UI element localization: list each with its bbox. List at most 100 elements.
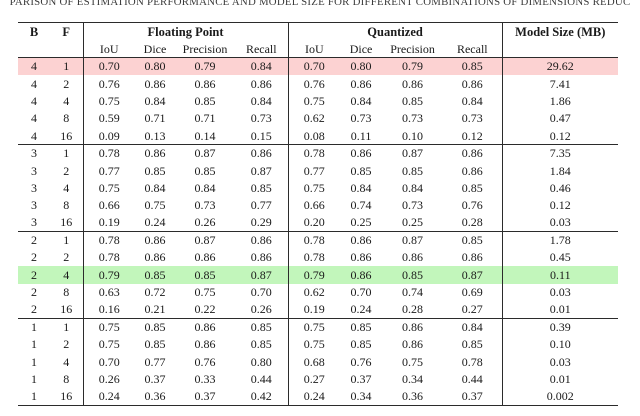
table-cell: 0.63 xyxy=(98,285,120,300)
col-header-f: F xyxy=(50,22,84,58)
table-cell: 8 xyxy=(50,283,84,301)
table-cell: 1 xyxy=(31,389,37,404)
table-cell: 0.84 xyxy=(402,180,424,195)
table-cell: 0.73 xyxy=(350,111,372,126)
col-header-model-size: Model Size (MB) xyxy=(502,22,619,58)
table-cell: 0.86 xyxy=(135,143,175,162)
table-cell: 0.70 xyxy=(235,283,289,301)
table-cell: 0.78 xyxy=(83,230,135,249)
table-row: 4 1 0.70 0.80 0.79 0.84 0.70 0.80 0.79 0.85 29.62 xyxy=(18,57,619,75)
table-row: 3 1 0.78 0.86 0.87 0.86 0.78 0.86 0.87 0.86 7.35 xyxy=(18,143,619,162)
table-cell: 0.70 xyxy=(98,354,120,369)
table-cell: 0.26 xyxy=(194,215,216,230)
table-cell: 0.75 xyxy=(83,317,135,336)
table-cell: 0.75 xyxy=(303,337,325,352)
table-cell: 0.68 xyxy=(303,354,325,369)
table-cell: 0.76 xyxy=(194,354,216,369)
table-cell: 0.75 xyxy=(98,93,120,108)
table-cell: 0.86 xyxy=(144,76,166,91)
table-cell: 0.85 xyxy=(144,337,166,352)
table-cell: 0.84 xyxy=(235,92,289,110)
table-cell: 0.28 xyxy=(402,302,424,317)
table-cell: 0.62 xyxy=(303,285,325,300)
table-cell: 2 xyxy=(31,250,37,265)
table-cell: 0.84 xyxy=(235,57,289,75)
table-row: 4 8 0.59 0.71 0.71 0.73 0.62 0.73 0.73 0.73 0.47 xyxy=(18,109,618,128)
table-cell: 0.33 xyxy=(194,372,216,387)
table-cell: 0.77 xyxy=(303,163,325,178)
table-cell: 4 xyxy=(50,353,84,371)
table-cell: 2 xyxy=(50,74,84,93)
table-cell: 0.86 xyxy=(402,250,424,265)
table-cell: 0.86 xyxy=(175,317,235,336)
table-cell: 1.78 xyxy=(502,230,619,249)
table-cell: 0.86 xyxy=(235,143,289,162)
table-cell: 0.08 xyxy=(303,128,325,143)
table-cell: 4 xyxy=(50,92,84,110)
table-cell: 0.86 xyxy=(340,266,383,284)
table-cell: 3 xyxy=(18,143,50,162)
table-cell: 0.85 xyxy=(340,317,383,336)
group-header-row: B F Floating Point Quantized Model Size … xyxy=(18,22,619,58)
table-cell: 0.86 xyxy=(340,230,383,249)
group-header-quantized: Quantized xyxy=(288,22,503,41)
col-header-q-recall: Recall xyxy=(443,40,503,58)
table-row: 1 1 0.75 0.85 0.86 0.85 0.75 0.85 0.86 0.84 0.39 xyxy=(18,317,619,336)
table-cell: 0.85 xyxy=(443,179,503,197)
table-cell: 1 xyxy=(50,230,84,249)
table-cell: 0.24 xyxy=(144,215,166,230)
table-cell: 0.85 xyxy=(350,163,372,178)
table-cell: 0.66 xyxy=(303,198,325,213)
table-cell: 0.75 xyxy=(194,285,216,300)
table-cell: 0.79 xyxy=(288,266,341,284)
table-cell: 0.76 xyxy=(303,76,325,91)
table-row: 3 2 0.77 0.85 0.85 0.87 0.77 0.85 0.85 0.86 1.84 xyxy=(18,161,618,180)
table-cell: 0.11 xyxy=(502,266,619,284)
col-header-q-precision: Precision xyxy=(382,40,444,58)
table-cell: 0.86 xyxy=(402,337,424,352)
table-cell: 1 xyxy=(31,337,37,352)
table-cell: 0.24 xyxy=(350,302,372,317)
table-cell: 0.37 xyxy=(144,372,166,387)
table-cell: 0.01 xyxy=(549,302,571,317)
table-cell: 0.79 xyxy=(382,57,444,75)
table-cell: 0.66 xyxy=(98,198,120,213)
table-body: 4 1 0.70 0.80 0.79 0.84 0.70 0.80 0.79 0.85 29.62 4… xyxy=(18,57,619,406)
table-cell: 0.86 xyxy=(402,76,424,91)
table-cell: 0.78 xyxy=(83,143,135,162)
table-cell: 0.39 xyxy=(502,317,619,336)
table-cell: 0.70 xyxy=(83,57,135,75)
table-cell: 3 xyxy=(31,180,37,195)
table-cell: 0.87 xyxy=(382,143,444,162)
table-cell: 0.84 xyxy=(443,317,503,336)
table-cell: 1 xyxy=(50,143,84,162)
table-cell: 0.85 xyxy=(402,93,424,108)
table-cell: 0.22 xyxy=(194,302,216,317)
table-row: 2 2 0.78 0.86 0.86 0.86 0.78 0.86 0.86 0.86 0.45 xyxy=(18,248,618,267)
table-cell: 0.72 xyxy=(144,285,166,300)
table-cell: 0.10 xyxy=(549,337,571,352)
group-header-floating-point: Floating Point xyxy=(83,22,289,41)
table-cell: 0.87 xyxy=(175,230,235,249)
table-cell: 4 xyxy=(50,266,84,284)
table-cell: 0.34 xyxy=(350,389,372,404)
table-cell: 1 xyxy=(50,317,84,336)
table-row: 1 4 0.70 0.77 0.76 0.80 0.68 0.76 0.75 0.78 0.03 xyxy=(18,353,618,371)
table-cell: 0.86 xyxy=(194,76,216,91)
table-cell: 0.25 xyxy=(350,215,372,230)
table-cell: 0.73 xyxy=(235,109,289,128)
table-cell: 0.01 xyxy=(549,372,571,387)
table-cell: 4 xyxy=(31,93,37,108)
table-cell: 0.59 xyxy=(98,111,120,126)
table-cell: 16 xyxy=(50,387,84,406)
table-cell: 0.37 xyxy=(350,372,372,387)
table-cell: 0.85 xyxy=(144,163,166,178)
table-row: 3 16 0.19 0.24 0.26 0.29 0.20 0.25 0.25 0.28 0.03 xyxy=(18,214,618,232)
table-cell: 0.77 xyxy=(98,163,120,178)
table-cell: 0.03 xyxy=(549,354,571,369)
table-cell: 0.27 xyxy=(303,372,325,387)
table-cell: 1.86 xyxy=(549,93,571,108)
table-cell: 0.37 xyxy=(443,387,503,406)
table-cell: 0.74 xyxy=(350,198,372,213)
table-cell: 0.28 xyxy=(443,214,503,232)
